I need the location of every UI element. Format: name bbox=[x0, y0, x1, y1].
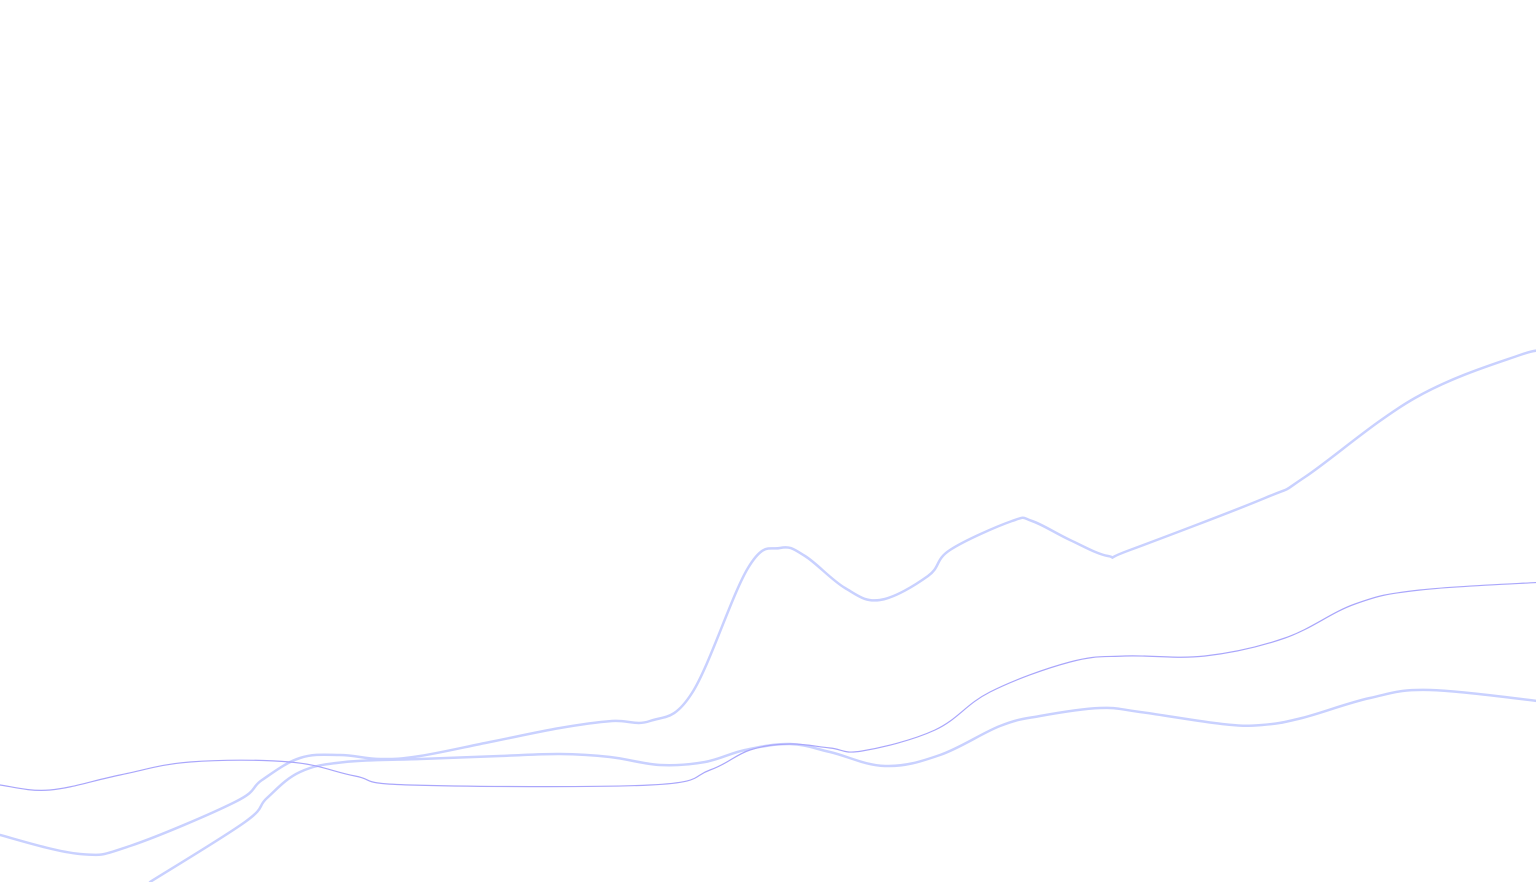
decorative-wave-line-thin bbox=[0, 581, 1536, 791]
decorative-wave-line-upper bbox=[0, 349, 1536, 857]
decorative-wave-line-lower bbox=[148, 688, 1536, 882]
